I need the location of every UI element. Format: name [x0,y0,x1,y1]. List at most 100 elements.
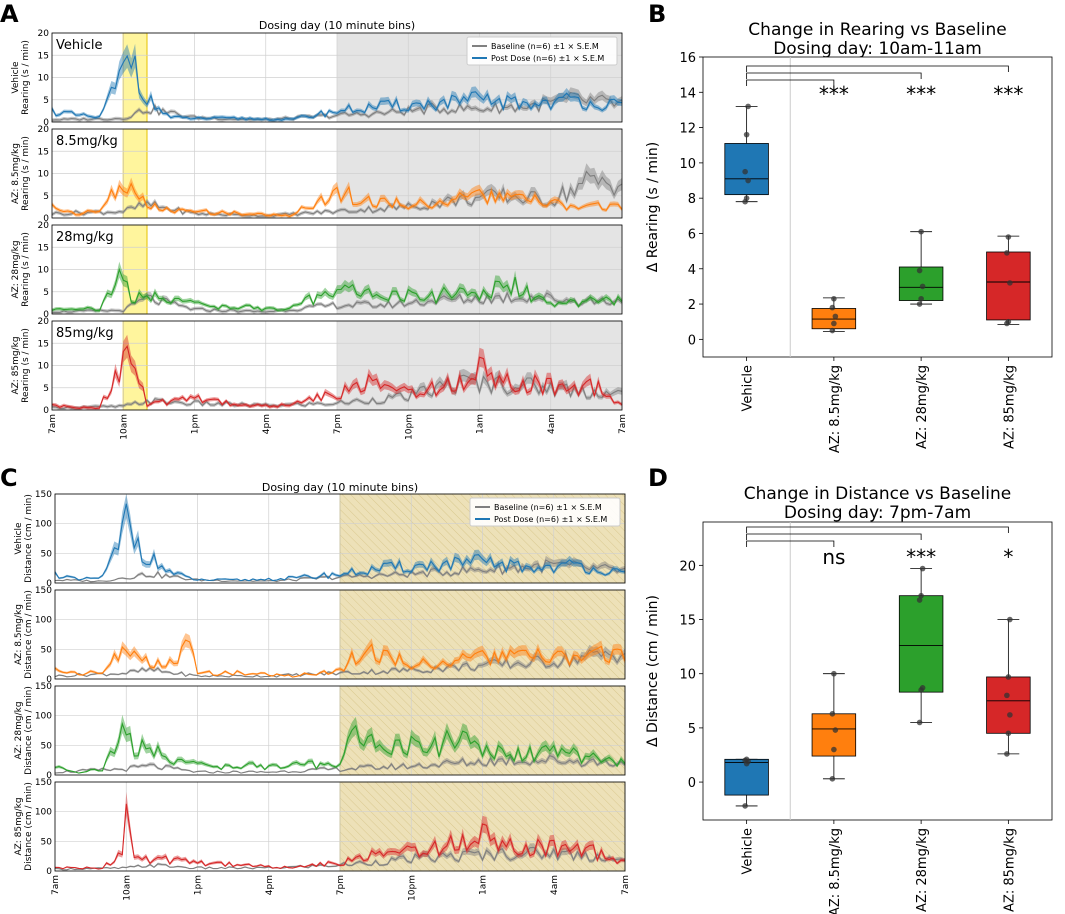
subplot-4: 0 50 100 150 AZ: 85mg/kg Distance (cm / min) [14,778,626,877]
post-dose-line [51,345,623,410]
significance-label: *** [993,82,1023,106]
y-tick-label: 20 [38,125,50,135]
box-4 [986,251,1031,321]
y-tick-label: 150 [35,586,52,596]
significance-bracket [746,526,1009,533]
x-tick-label: 7am [618,414,628,434]
y-axis-label: AZ: 8.5mg/kg [11,143,21,204]
y-axis-label: Δ Rearing (s / min) [645,142,661,272]
subplot-2: 0 50 100 150 AZ: 8.5mg/kg Distance (cm / min) [14,586,626,685]
data-point [745,103,751,110]
post-dose-line [54,803,625,870]
x-tick-label: 7am [621,875,631,895]
data-point [831,295,837,302]
y-tick-label: 10 [679,157,696,172]
panel-c: Dosing day (10 minute bins) 0 50 100 150 Vehi… [14,481,631,901]
y-tick-label: 0 [43,310,49,320]
subplot-3: 0 50 100 150 AZ: 28mg/kg Distance (cm / min) [14,682,626,781]
legend-entry: Baseline (n=6) ±1 × S.E.M [491,42,599,51]
y-tick-label: 15 [38,339,49,349]
group-label: 85mg/kg [56,326,114,341]
chart-title: Change in Distance vs Baseline [744,484,1012,504]
y-tick-label: 50 [41,645,53,655]
x-tick-label: AZ: 85mg/kg [1002,828,1017,912]
data-point [832,727,839,733]
subplot-frame [51,320,623,411]
y-tick-label: 15 [38,147,49,157]
significance-label: * [1003,545,1013,569]
x-tick-label: AZ: 85mg/kg [1002,365,1017,449]
data-point [743,756,750,763]
data-point [1005,234,1012,240]
data-point [916,719,923,726]
y-tick-label: 50 [41,549,53,559]
data-point [743,195,750,201]
y-tick-label: 5 [43,192,49,202]
post-dose-line [54,503,626,582]
legend-box [466,36,618,66]
y-tick-label: 100 [35,712,52,722]
post-dose-line [51,54,623,121]
subplot-frame [51,32,623,123]
data-point [829,327,836,334]
y-axis-label: AZ: 85mg/kg [11,336,21,394]
data-point [918,295,924,302]
y-axis-label: Δ Distance (cm / min) [645,595,661,747]
y-tick-label: 15 [679,614,696,629]
y-axis-label: Distance (cm / min) [24,494,34,583]
y-tick-label: 10 [38,362,50,372]
baseline-line [51,291,623,314]
y-axis-label: Rearing (s / min) [21,40,31,115]
y-axis-label: AZ: 85mg/kg [14,797,24,855]
data-point [1007,712,1013,718]
x-tick-label: 10am [122,875,132,901]
subplot-frame [54,493,626,584]
post-dose-sem-band [55,714,625,774]
y-tick-label: 100 [35,808,52,818]
subplot-3: 0 5 10 15 20 28mg/kg AZ: 28mg/kg Rearing (s / m… [11,221,623,320]
panel-title: Dosing day (10 minute bins) [262,481,418,494]
y-tick-label: 150 [35,682,52,692]
y-tick-label: 5 [688,722,696,737]
baseline-line [54,559,626,583]
y-axis-label: Rearing (s / min) [21,232,31,307]
y-tick-label: 150 [35,490,52,500]
data-point [829,776,836,782]
legend-entry: Post Dose (n=6) ±1 × S.E.M [494,515,607,524]
significance-bracket [746,79,835,86]
post-dose-line [54,639,626,678]
y-axis-label: Distance (cm / min) [24,782,34,871]
y-axis-label: AZ: 28mg/kg [14,701,24,759]
y-tick-label: 0 [43,118,49,128]
data-point [742,803,748,809]
baseline-line [54,846,626,871]
box-4 [986,676,1031,734]
y-axis-label: Vehicle [11,61,21,94]
y-tick-label: 15 [38,243,49,253]
significance-label: ns [822,545,845,569]
y-tick-label: 20 [38,29,50,39]
data-point [829,711,836,717]
data-point [1004,692,1010,699]
group-label: Vehicle [56,38,103,53]
y-axis-label: Distance (cm / min) [24,686,34,775]
x-tick-label: 10pm [404,414,414,440]
post-dose-line [51,267,623,312]
x-tick-label: 4pm [265,875,275,895]
data-point [916,267,923,274]
x-tick-label: AZ: 8.5mg/kg [828,365,843,453]
data-point [829,304,836,311]
data-point [1007,616,1013,623]
y-tick-label: 2 [688,298,696,313]
x-tick-label: 4pm [262,414,272,434]
panel-letter-b: B [648,0,666,28]
y-tick-label: 5 [43,288,49,298]
x-tick-label: 4am [550,875,560,895]
x-tick-label: AZ: 8.5mg/kg [828,828,843,914]
y-tick-label: 0 [46,675,52,685]
y-tick-label: 10 [679,668,696,683]
data-point [745,177,751,184]
chart-title: Change in Rearing vs Baseline [748,20,1006,40]
y-tick-label: 20 [38,221,50,231]
